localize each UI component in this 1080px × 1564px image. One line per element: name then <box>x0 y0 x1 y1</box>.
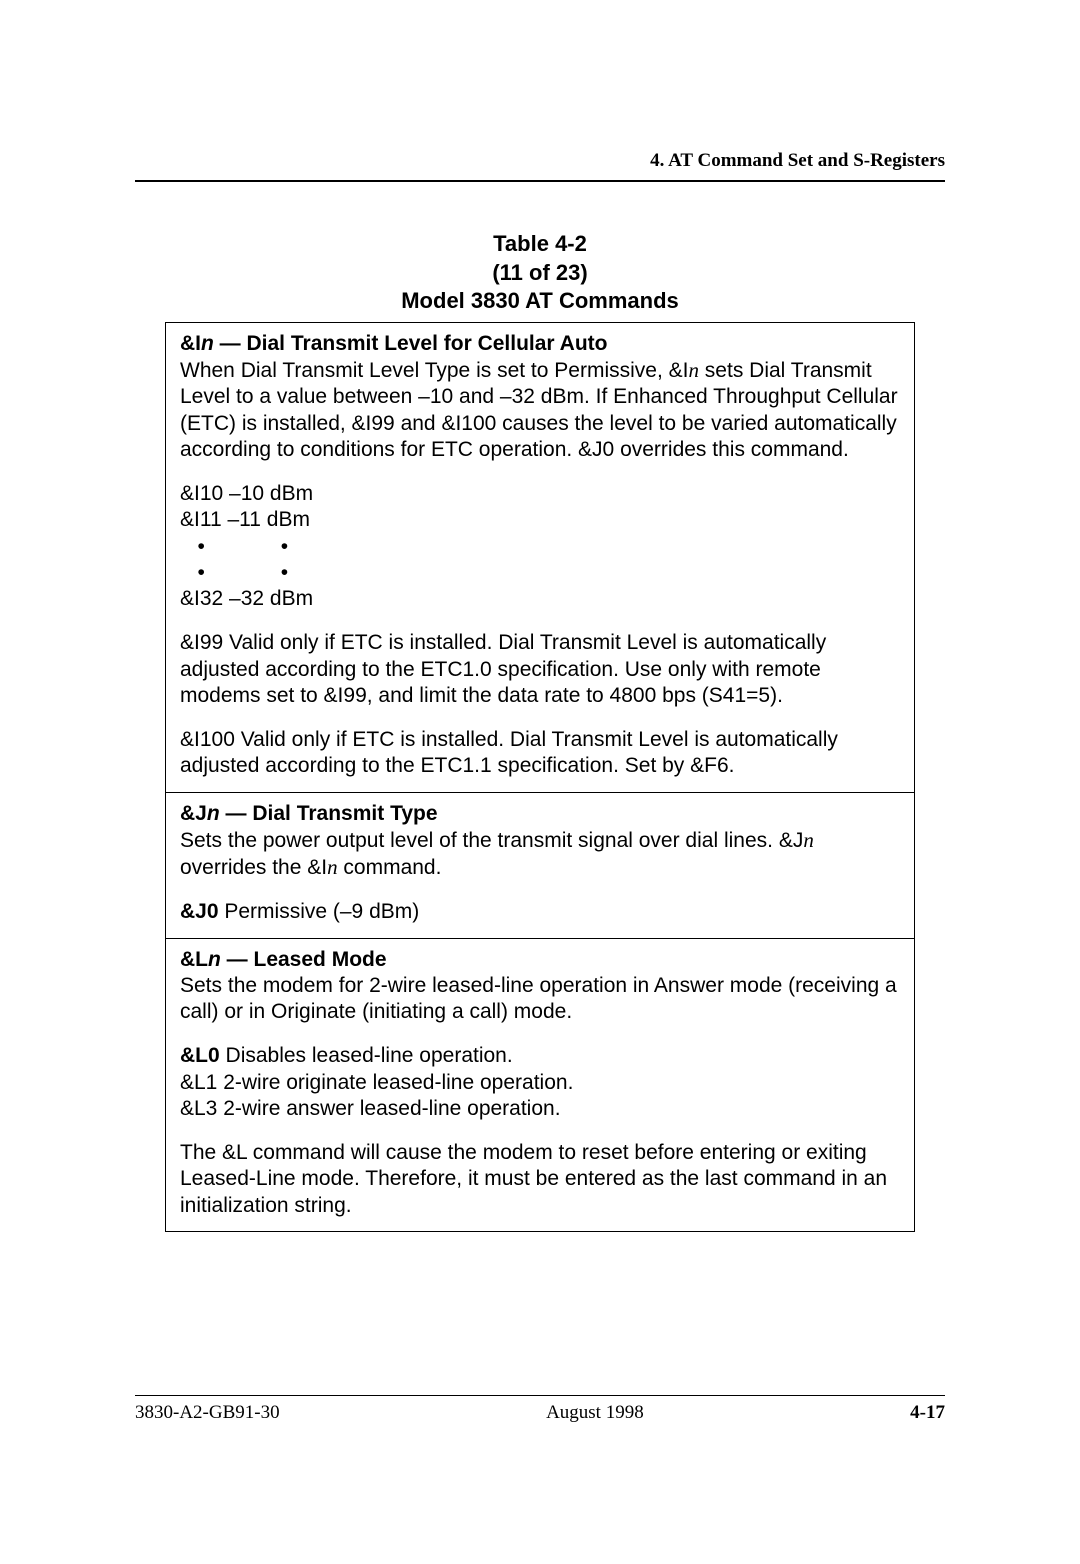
intro-text: When Dial Transmit Level Type is set to … <box>180 359 898 461</box>
table-row: &Ln — Leased Mode Sets the modem for 2-w… <box>166 938 915 1231</box>
t: Sets the power output level of the trans… <box>180 829 803 852</box>
intro-text: Sets the power output level of the trans… <box>180 829 814 879</box>
t: overrides the &I <box>180 856 327 879</box>
option-line: &J0 Permissive (–9 dBm) <box>180 899 900 925</box>
option-line: &L3 2-wire answer leased-line operation. <box>180 1096 900 1122</box>
title-rest: Dial Transmit Level for Cellular Auto <box>247 332 608 355</box>
title-sep: — <box>220 802 253 825</box>
caption-line-1: Table 4-2 <box>493 231 587 256</box>
title-var: n <box>207 802 220 825</box>
title-rest: Leased Mode <box>254 948 387 971</box>
header-rule <box>135 180 945 182</box>
list-item: &I11 –11 dBm <box>180 507 900 533</box>
p100: &I100 Valid only if ETC is installed. Di… <box>180 727 900 780</box>
note-text: The &L command will cause the modem to r… <box>180 1140 900 1219</box>
title-prefix: &L <box>180 948 208 971</box>
title-var: n <box>208 948 221 971</box>
commands-table: &In — Dial Transmit Level for Cellular A… <box>165 322 915 1232</box>
spacer <box>180 709 900 727</box>
cell-jn: &Jn — Dial Transmit Type Sets the power … <box>166 792 915 938</box>
spacer <box>180 463 900 481</box>
caption-line-3: Model 3830 AT Commands <box>401 288 679 313</box>
caption-line-2: (11 of 23) <box>492 260 587 285</box>
cmd-title: &Jn — Dial Transmit Type <box>180 802 438 825</box>
var: n <box>327 855 338 879</box>
option-line: &L0 Disables leased-line operation. <box>180 1043 900 1069</box>
table-row: &In — Dial Transmit Level for Cellular A… <box>166 322 915 792</box>
spacer <box>180 612 900 630</box>
title-sep: — <box>214 332 247 355</box>
table-caption: Table 4-2 (11 of 23) Model 3830 AT Comma… <box>135 230 945 316</box>
t: command. <box>338 856 442 879</box>
title-prefix: &J <box>180 802 207 825</box>
p99: &I99 Valid only if ETC is installed. Dia… <box>180 630 900 709</box>
opt-rest: Permissive (–9 dBm) <box>219 900 420 923</box>
page: 4. AT Command Set and S-Registers Table … <box>0 0 1080 1564</box>
title-sep: — <box>221 948 254 971</box>
dots-row: • • <box>180 560 900 586</box>
dots-row: • • <box>180 534 900 560</box>
t: When Dial Transmit Level Type is set to … <box>180 359 688 382</box>
spacer <box>180 881 900 899</box>
var: n <box>688 358 699 382</box>
var: n <box>803 828 814 852</box>
running-header: 4. AT Command Set and S-Registers <box>650 150 945 172</box>
opt-bold: &L0 <box>180 1044 220 1067</box>
option-line: &L1 2-wire originate leased-line operati… <box>180 1070 900 1096</box>
cmd-title: &In — Dial Transmit Level for Cellular A… <box>180 332 607 355</box>
list-item: &I32 –32 dBm <box>180 586 900 612</box>
cell-in: &In — Dial Transmit Level for Cellular A… <box>166 322 915 792</box>
list-item: &I10 –10 dBm <box>180 481 900 507</box>
title-rest: Dial Transmit Type <box>252 802 437 825</box>
title-prefix: &I <box>180 332 201 355</box>
footer-left: 3830-A2-GB91-30 <box>135 1402 280 1424</box>
cmd-title: &Ln — Leased Mode <box>180 948 387 971</box>
footer-center: August 1998 <box>546 1402 644 1424</box>
footer-text: 3830-A2-GB91-30 August 1998 4-17 <box>135 1402 945 1424</box>
spacer <box>180 1025 900 1043</box>
cell-ln: &Ln — Leased Mode Sets the modem for 2-w… <box>166 938 915 1231</box>
intro-text: Sets the modem for 2-wire leased-line op… <box>180 974 897 1023</box>
page-footer: 3830-A2-GB91-30 August 1998 4-17 <box>135 1395 945 1424</box>
table-row: &Jn — Dial Transmit Type Sets the power … <box>166 792 915 938</box>
opt-bold: &J0 <box>180 900 219 923</box>
footer-rule <box>135 1395 945 1396</box>
title-var: n <box>201 332 214 355</box>
opt-rest: Disables leased-line operation. <box>220 1044 513 1067</box>
footer-page-number: 4-17 <box>910 1402 945 1424</box>
spacer <box>180 1122 900 1140</box>
